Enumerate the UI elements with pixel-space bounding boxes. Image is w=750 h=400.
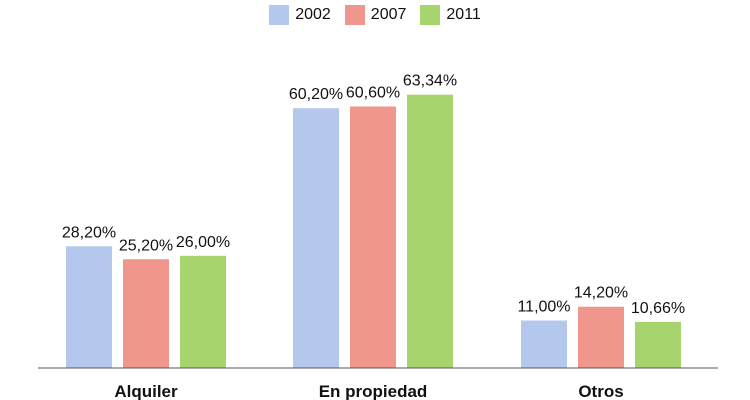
bar-2007-en-propiedad — [350, 106, 396, 369]
data-label-2007-otros: 14,20% — [574, 285, 628, 302]
data-label-2002-alquiler: 28,20% — [62, 224, 116, 241]
bar-2011-otros — [635, 321, 681, 368]
data-label-2007-alquiler: 25,20% — [119, 237, 173, 254]
legend-swatch-2007 — [344, 5, 365, 25]
data-label-2002-otros: 11,00% — [517, 299, 570, 316]
category-label-otros: Otros — [578, 382, 623, 400]
category-label-en-propiedad: En propiedad — [319, 382, 428, 400]
data-label-2011-alquiler: 26,00% — [176, 234, 230, 251]
legend: 2002 2007 2011 — [0, 5, 750, 25]
bar-2007-otros — [578, 306, 624, 368]
legend-swatch-2002 — [269, 5, 290, 25]
bar-2002-alquiler — [66, 246, 112, 368]
bar-2011-alquiler — [180, 255, 226, 368]
legend-label-2011: 2011 — [446, 6, 481, 23]
legend-label-2007: 2007 — [370, 6, 407, 23]
bar-2007-alquiler — [123, 259, 169, 368]
legend-item-2002: 2002 — [269, 5, 331, 25]
category-label-alquiler: Alquiler — [114, 382, 178, 400]
data-label-2011-en-propiedad: 63,34% — [403, 73, 457, 90]
data-label-2007-en-propiedad: 60,60% — [346, 84, 400, 101]
data-label-2002-en-propiedad: 60,20% — [289, 86, 343, 103]
legend-swatch-2011 — [420, 5, 441, 25]
legend-item-2007: 2007 — [344, 5, 407, 25]
legend-item-2011: 2011 — [420, 5, 481, 25]
bar-2002-en-propiedad — [293, 108, 339, 368]
legend-label-2002: 2002 — [295, 6, 331, 23]
data-label-2011-otros: 10,66% — [631, 300, 685, 317]
bar-2011-en-propiedad — [407, 94, 453, 368]
bar-2002-otros — [521, 320, 567, 368]
